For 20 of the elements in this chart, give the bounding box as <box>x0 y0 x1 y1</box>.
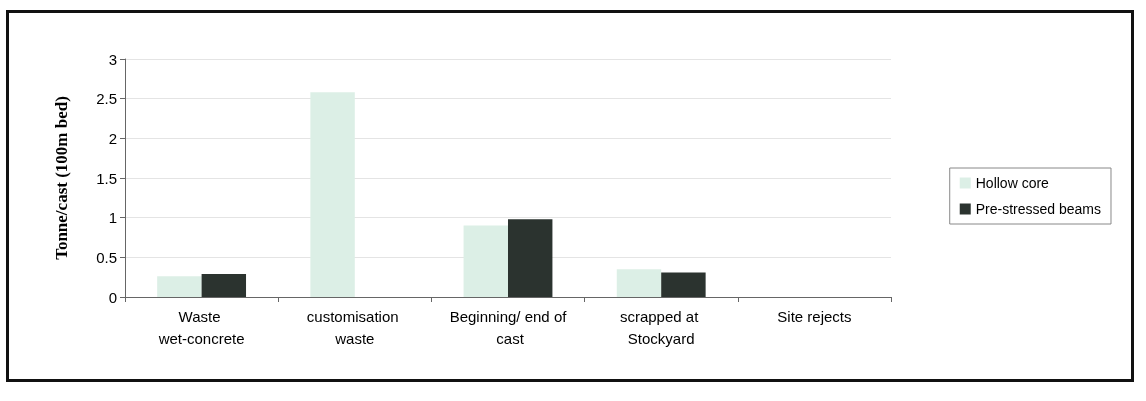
bar <box>157 276 202 297</box>
legend-label: Pre-stressed beams <box>975 201 1102 217</box>
x-tick-label: Site rejects <box>777 307 852 325</box>
y-axis-title: Tonne/cast (100m bed) <box>52 96 71 260</box>
x-tick-label: Beginning/ end of cast <box>449 307 568 347</box>
bar <box>661 272 706 297</box>
bar <box>201 273 247 297</box>
y-tick-label: 0.5 <box>96 248 117 266</box>
y-tick-label: 1.5 <box>96 169 117 187</box>
y-tick-label: 2.5 <box>96 90 117 108</box>
bar <box>508 219 553 297</box>
y-tick-label: 3 <box>108 50 117 68</box>
x-tick-label: scrapped at Stockyard <box>619 307 703 347</box>
bar <box>616 269 662 297</box>
y-tick-label: 2 <box>108 129 117 147</box>
y-tick-label: 1 <box>108 209 117 227</box>
y-tick-label: 0 <box>108 288 117 306</box>
x-tick-label: customisation waste <box>306 307 403 347</box>
x-tick-label: Waste wet-concrete <box>157 307 245 347</box>
legend-label: Hollow core <box>975 175 1050 191</box>
